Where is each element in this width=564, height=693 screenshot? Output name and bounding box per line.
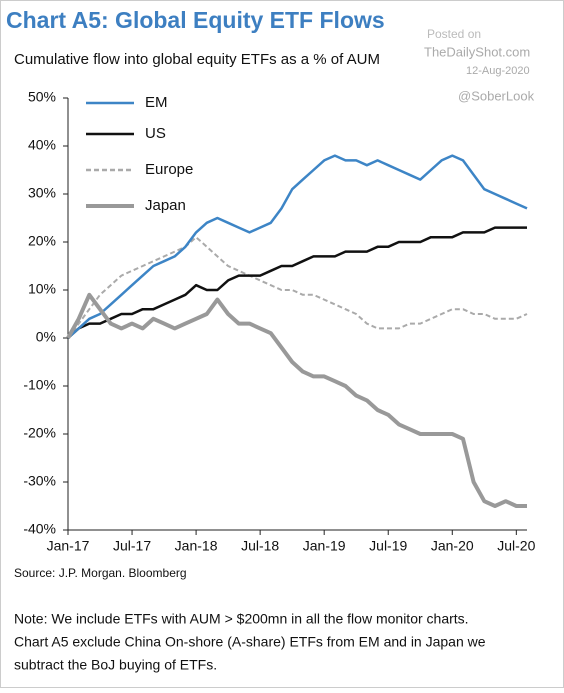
y-tick-label: 10% <box>28 281 56 297</box>
watermark: @SoberLook <box>458 88 535 103</box>
y-tick-label: -10% <box>23 377 56 393</box>
series-line <box>66 292 527 508</box>
series-line <box>67 236 528 339</box>
legend-label: EM <box>145 94 168 111</box>
y-tick-label: 0% <box>36 329 56 345</box>
x-tick-label: Jan-19 <box>303 538 346 554</box>
x-tick-label: Jan-20 <box>431 538 474 554</box>
source: Source: J.P. Morgan. Bloomberg <box>14 566 187 580</box>
watermark: 12-Aug-2020 <box>466 65 530 77</box>
x-tick-label: Jul-19 <box>369 538 407 554</box>
legend-label: US <box>145 125 166 142</box>
y-tick-label: -20% <box>23 425 56 441</box>
series-line <box>67 154 528 339</box>
x-tick-label: Jan-18 <box>175 538 218 554</box>
y-tick-label: 50% <box>28 89 56 105</box>
y-tick-label: 30% <box>28 185 56 201</box>
note: subtract the BoJ buying of ETFs. <box>14 657 217 673</box>
x-tick-label: Jul-20 <box>497 538 535 554</box>
legend-label: Japan <box>145 197 186 214</box>
subtitle: Cumulative flow into global equity ETFs … <box>14 51 380 68</box>
watermark: Posted on <box>427 27 481 41</box>
legend-label: Europe <box>145 161 193 178</box>
y-tick-label: 40% <box>28 137 56 153</box>
x-tick-label: Jul-17 <box>113 538 151 554</box>
watermark: TheDailyShot.com <box>424 44 530 59</box>
y-tick-label: -30% <box>23 473 56 489</box>
x-tick-label: Jul-18 <box>241 538 279 554</box>
note: Note: We include ETFs with AUM > $200mn … <box>14 611 469 627</box>
y-tick-label: -40% <box>23 521 56 537</box>
y-tick-label: 20% <box>28 233 56 249</box>
series-line <box>67 226 527 339</box>
note: Chart A5 exclude China On-shore (A-share… <box>14 634 486 650</box>
x-tick-label: Jan-17 <box>47 538 90 554</box>
chart-title: Chart A5: Global Equity ETF Flows <box>6 7 385 33</box>
